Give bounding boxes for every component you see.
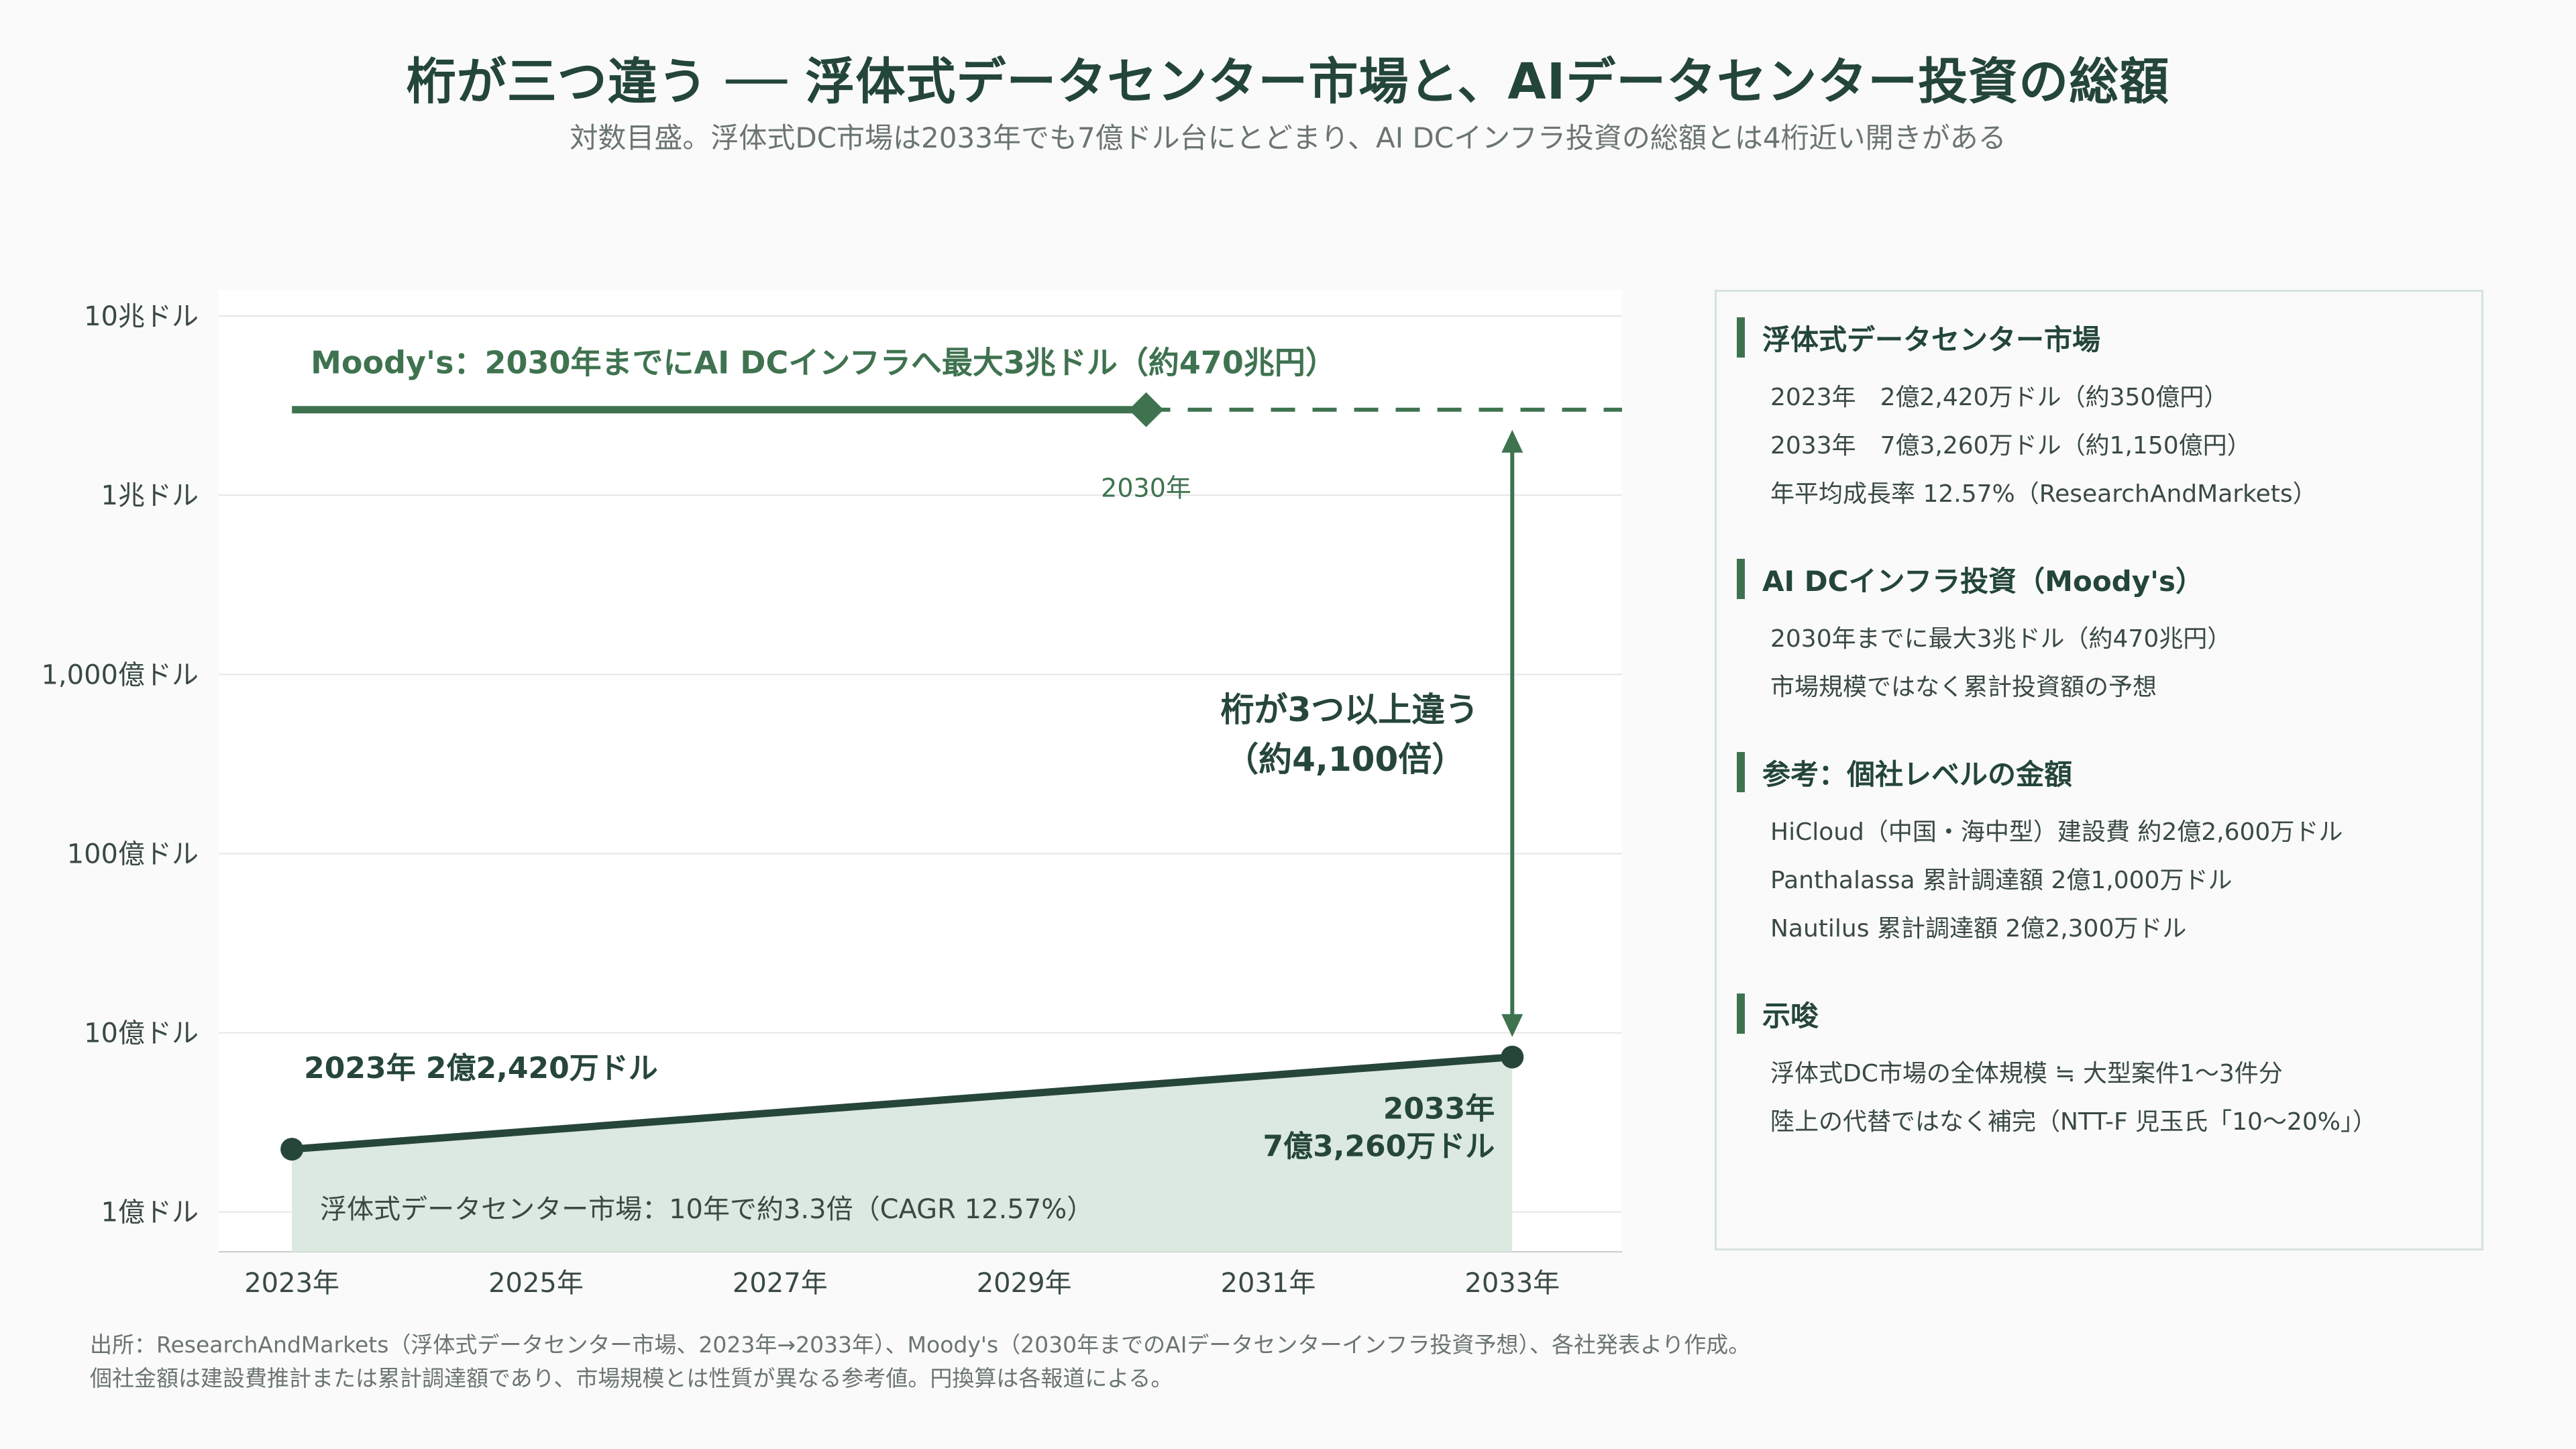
- side-panel: 浮体式データセンター市場 2023年 2億2,420万ドル（約350億円） 20…: [1715, 290, 2483, 1250]
- section-line: HiCloud（中国・海中型）建設費 約2億2,600万ドル: [1770, 818, 2343, 846]
- section-line: Nautilus 累計調達額 2億2,300万ドル: [1770, 915, 2187, 943]
- x-tick-label: 2025年: [488, 1268, 584, 1299]
- section-accent-bar: [1737, 752, 1745, 792]
- section-accent-bar: [1737, 994, 1745, 1034]
- x-tick-label: 2023年: [244, 1268, 339, 1299]
- market-area: [292, 1057, 1513, 1252]
- x-tick-label: 2031年: [1221, 1268, 1316, 1299]
- x-tick-label: 2033年: [1464, 1268, 1560, 1299]
- chart-subtitle: 対数目盛。浮体式DC市場は2033年でも7億ドル台にとどまり、AI DCインフラ…: [570, 121, 2006, 154]
- section-title: AI DCインフラ投資（Moody's）: [1762, 564, 2204, 598]
- section-accent-bar: [1737, 559, 1745, 599]
- chart-title: 桁が三つ違う ── 浮体式データセンター市場と、AIデータセンター投資の総額: [406, 53, 2170, 111]
- y-tick-label: 1,000億ドル: [41, 659, 199, 690]
- y-tick-label: 1兆ドル: [101, 480, 199, 511]
- market-point-2023: [280, 1138, 304, 1161]
- panel-section-floating-market: 浮体式データセンター市場 2023年 2億2,420万ドル（約350億円） 20…: [1737, 317, 2317, 519]
- moodys-marker-2030: [1128, 392, 1164, 427]
- section-line: 2023年 2億2,420万ドル（約350億円）: [1770, 384, 2229, 411]
- source-note: 出所：ResearchAndMarkets（浮体式データセンター市場、2023年…: [90, 1328, 1750, 1395]
- gap-arrow-head-down: [1501, 1014, 1523, 1037]
- section-line: 2030年までに最大3兆ドル（約470兆円）: [1770, 625, 2232, 653]
- section-line: Panthalassa 累計調達額 2億1,000万ドル: [1770, 867, 2233, 894]
- gap-annotation-line1: 桁が3つ以上違う: [1220, 690, 1479, 729]
- section-line: 2033年 7億3,260万ドル（約1,150億円）: [1770, 432, 2251, 460]
- chart-canvas: 10兆ドル 1兆ドル 1,000億ドル 100億ドル 10億ドル 1億ドル 2023年 202…: [41, 301, 1622, 1299]
- panel-section-implication: 示唆 浮体式DC市場の全体規模 ≒ 大型案件1〜3件分 陸上の代替ではなく補完（…: [1737, 994, 2377, 1146]
- y-tick-label: 10兆ドル: [84, 301, 199, 332]
- source-line: 個社金額は建設費推計または累計調達額であり、市場規模とは性質が異なる参考値。円換…: [90, 1365, 1173, 1391]
- gap-annotation-line2: （約4,100倍）: [1225, 740, 1465, 779]
- market-point-2033: [1501, 1045, 1524, 1069]
- market-end-label: 2033年: [1383, 1092, 1495, 1126]
- section-line: 年平均成長率 12.57%（ResearchAndMarkets）: [1770, 480, 2317, 508]
- section-line: 浮体式DC市場の全体規模 ≒ 大型案件1〜3件分: [1770, 1060, 2283, 1087]
- section-line: 陸上の代替ではなく補完（NTT-F 児玉氏「10〜20%」）: [1770, 1108, 2377, 1136]
- moodys-marker-label: 2030年: [1101, 474, 1191, 503]
- moodys-label: Moody's：2030年までにAI DCインフラへ最大3兆ドル（約470兆円）: [311, 345, 1336, 381]
- market-series-line: [288, 1053, 1516, 1153]
- market-end-value: 7億3,260万ドル: [1263, 1130, 1495, 1164]
- panel-section-reference: 参考：個社レベルの金額 HiCloud（中国・海中型）建設費 約2億2,600万…: [1737, 752, 2343, 953]
- market-area-label: 浮体式データセンター市場：10年で約3.3倍（CAGR 12.57%）: [320, 1194, 1093, 1225]
- x-tick-label: 2029年: [977, 1268, 1072, 1299]
- section-title: 参考：個社レベルの金額: [1762, 757, 2073, 791]
- x-tick-label: 2027年: [733, 1268, 828, 1299]
- section-title: 浮体式データセンター市場: [1762, 323, 2101, 356]
- market-start-label: 2023年 2億2,420万ドル: [304, 1051, 658, 1085]
- y-tick-label: 100億ドル: [67, 839, 199, 869]
- panel-section-ai-dc: AI DCインフラ投資（Moody's） 2030年までに最大3兆ドル（約470…: [1737, 559, 2231, 712]
- y-tick-label: 1億ドル: [101, 1197, 199, 1228]
- y-tick-label: 10億ドル: [84, 1018, 199, 1049]
- source-line: 出所：ResearchAndMarkets（浮体式データセンター市場、2023年…: [90, 1332, 1751, 1358]
- section-accent-bar: [1737, 317, 1745, 358]
- section-title: 示唆: [1762, 999, 1819, 1032]
- section-line: 市場規模ではなく累計投資額の予想: [1770, 674, 2157, 701]
- gap-arrow-head-up: [1501, 429, 1523, 453]
